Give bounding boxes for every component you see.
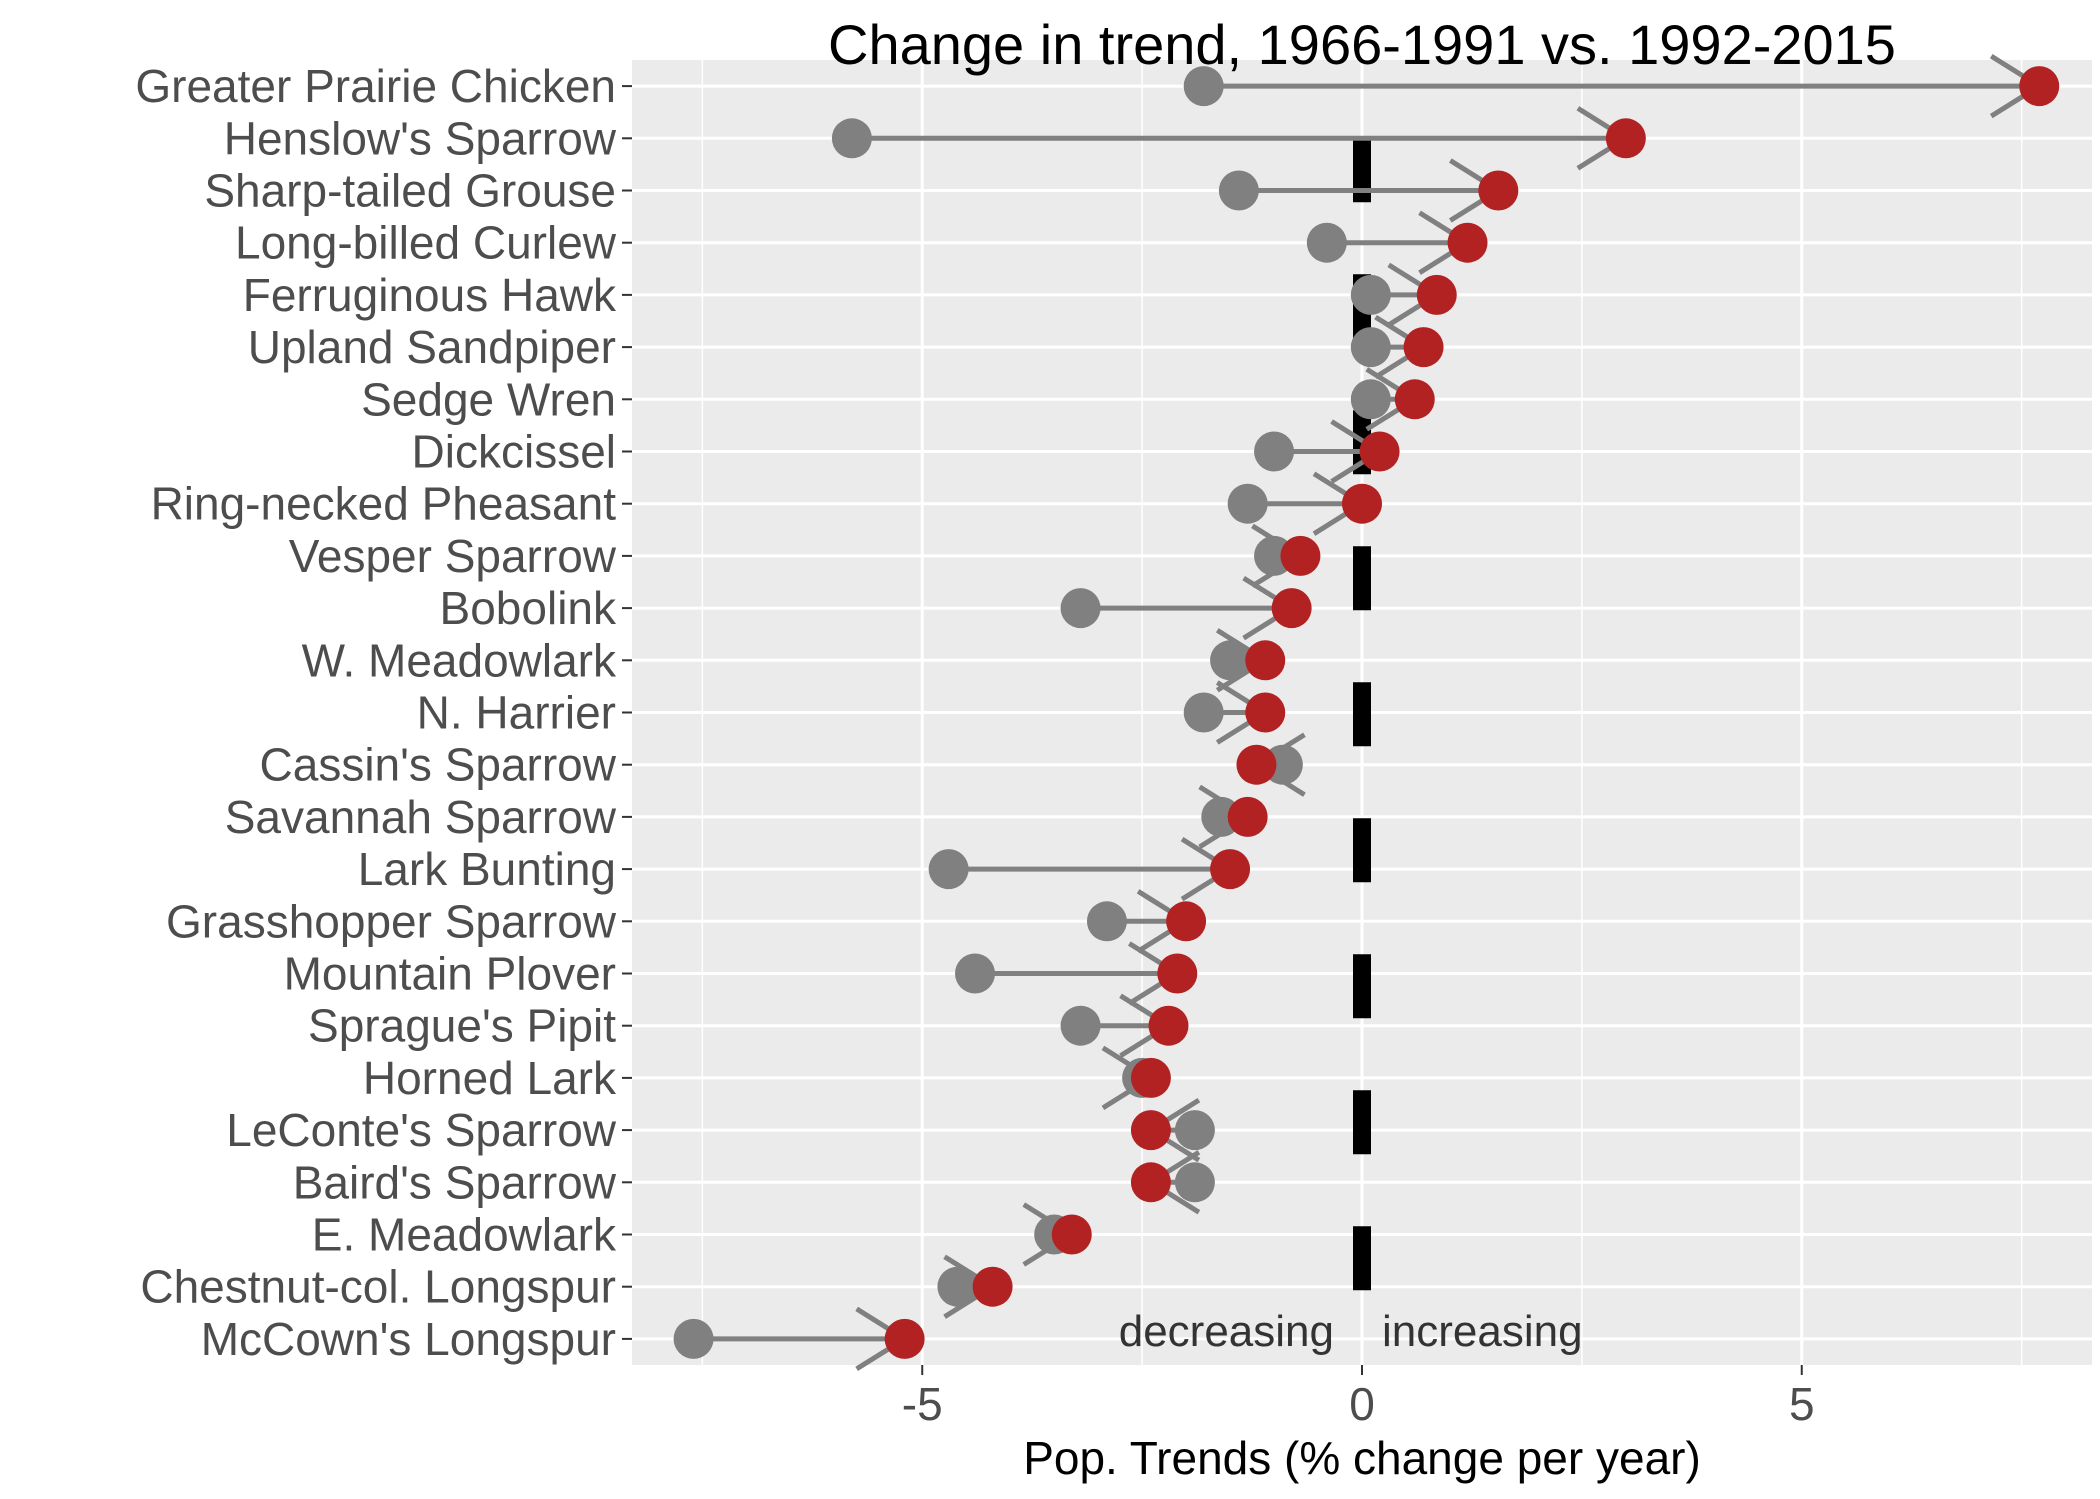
point-1966-1991 <box>1218 170 1259 211</box>
point-1992-2015 <box>1359 431 1400 472</box>
category-label: Sprague's Pipit <box>308 1000 616 1052</box>
point-1966-1991 <box>673 1318 714 1359</box>
category-label: LeConte's Sparrow <box>226 1104 617 1156</box>
category-label: Horned Lark <box>363 1052 617 1104</box>
category-label: Grasshopper Sparrow <box>166 895 617 947</box>
point-1992-2015 <box>1210 849 1251 890</box>
category-label: Greater Prairie Chicken <box>135 60 616 112</box>
x-axis-layer: -5 0 5 <box>902 1365 1815 1430</box>
point-1992-2015 <box>1130 1110 1171 1151</box>
category-label: Upland Sandpiper <box>248 321 616 373</box>
point-1992-2015 <box>1166 901 1207 942</box>
category-label: Ferruginous Hawk <box>243 269 617 321</box>
point-1992-2015 <box>1271 588 1312 629</box>
point-1992-2015 <box>1148 1005 1189 1046</box>
point-1966-1991 <box>1350 379 1391 420</box>
point-1966-1991 <box>1060 588 1101 629</box>
point-1992-2015 <box>1280 535 1321 576</box>
category-label: McCown's Longspur <box>201 1313 616 1365</box>
point-1992-2015 <box>1051 1214 1092 1255</box>
point-1992-2015 <box>1447 222 1488 263</box>
annotation-decreasing: decreasing <box>1119 1307 1334 1356</box>
point-1992-2015 <box>1394 379 1435 420</box>
point-1992-2015 <box>1245 692 1286 733</box>
category-label: E. Meadowlark <box>312 1209 617 1261</box>
category-label: Mountain Plover <box>284 948 616 1000</box>
category-label: Bobolink <box>440 582 617 634</box>
category-label: Savannah Sparrow <box>225 791 617 843</box>
category-label: Chestnut-col. Longspur <box>140 1261 616 1313</box>
point-1992-2015 <box>1342 483 1382 524</box>
category-label: Ring-necked Pheasant <box>151 478 617 530</box>
point-1992-2015 <box>1605 118 1646 159</box>
category-label: Baird's Sparrow <box>293 1156 617 1208</box>
category-label: N. Harrier <box>417 687 616 739</box>
category-label: Sharp-tailed Grouse <box>204 165 616 217</box>
point-1966-1991 <box>1350 327 1391 368</box>
category-label: Vesper Sparrow <box>289 530 617 582</box>
chart-title: Change in trend, 1966-1991 vs. 1992-2015 <box>828 13 1896 76</box>
point-1992-2015 <box>1478 170 1519 211</box>
point-1992-2015 <box>884 1318 925 1359</box>
point-1966-1991 <box>1210 640 1251 681</box>
point-1966-1991 <box>1183 692 1224 733</box>
point-layer <box>673 66 2060 1359</box>
point-1992-2015 <box>1236 744 1277 785</box>
point-1966-1991 <box>1060 1005 1101 1046</box>
point-1992-2015 <box>2019 66 2060 107</box>
x-axis-title: Pop. Trends (% change per year) <box>1023 1432 1701 1484</box>
point-1992-2015 <box>1416 274 1457 315</box>
point-1966-1991 <box>1306 222 1347 263</box>
point-1966-1991 <box>1254 431 1295 472</box>
point-1966-1991 <box>1174 1110 1215 1151</box>
category-label: Lark Bunting <box>358 843 616 895</box>
point-1992-2015 <box>1227 796 1268 837</box>
x-tick-label: -5 <box>902 1378 943 1430</box>
point-1992-2015 <box>1245 640 1286 681</box>
point-1966-1991 <box>1227 483 1268 524</box>
point-1966-1991 <box>1174 1162 1215 1203</box>
point-1966-1991 <box>1183 66 1224 107</box>
point-1992-2015 <box>1157 953 1198 994</box>
point-1992-2015 <box>1130 1162 1171 1203</box>
category-label: Cassin's Sparrow <box>260 739 617 791</box>
category-label: Long-billed Curlew <box>235 217 617 269</box>
point-1966-1991 <box>1350 274 1391 315</box>
point-1966-1991 <box>928 849 969 890</box>
point-1992-2015 <box>1130 1057 1171 1098</box>
point-1992-2015 <box>972 1266 1013 1307</box>
point-1966-1991 <box>955 953 996 994</box>
category-label: W. Meadowlark <box>302 634 617 686</box>
point-1966-1991 <box>831 118 872 159</box>
annotation-increasing: increasing <box>1382 1307 1583 1356</box>
category-label: Sedge Wren <box>361 373 616 425</box>
category-label: Dickcissel <box>412 426 616 478</box>
point-1966-1991 <box>1086 901 1127 942</box>
x-tick-label: 0 <box>1349 1378 1375 1430</box>
x-tick-label: 5 <box>1789 1378 1815 1430</box>
category-label: Henslow's Sparrow <box>224 112 617 164</box>
point-1966-1991 <box>937 1266 978 1307</box>
point-1992-2015 <box>1403 327 1444 368</box>
